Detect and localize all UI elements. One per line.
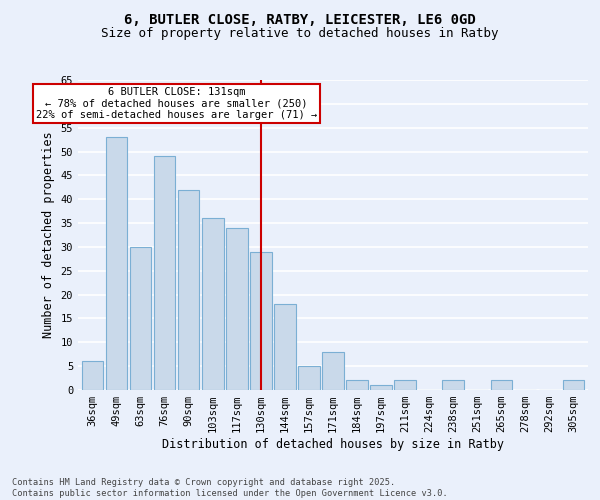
Bar [202, 218, 224, 390]
Bar [491, 380, 512, 390]
Bar [250, 252, 272, 390]
Bar [394, 380, 416, 390]
Text: Contains HM Land Registry data © Crown copyright and database right 2025.
Contai: Contains HM Land Registry data © Crown c… [12, 478, 448, 498]
Y-axis label: Number of detached properties: Number of detached properties [42, 132, 55, 338]
Text: Size of property relative to detached houses in Ratby: Size of property relative to detached ho… [101, 28, 499, 40]
Bar [106, 137, 127, 390]
Text: 6, BUTLER CLOSE, RATBY, LEICESTER, LE6 0GD: 6, BUTLER CLOSE, RATBY, LEICESTER, LE6 0… [124, 12, 476, 26]
Bar [563, 380, 584, 390]
Bar [346, 380, 368, 390]
Bar [82, 362, 103, 390]
Bar [274, 304, 296, 390]
Bar [154, 156, 175, 390]
Bar [178, 190, 199, 390]
Text: 6 BUTLER CLOSE: 131sqm
← 78% of detached houses are smaller (250)
22% of semi-de: 6 BUTLER CLOSE: 131sqm ← 78% of detached… [36, 87, 317, 120]
Bar [322, 352, 344, 390]
Bar [226, 228, 248, 390]
X-axis label: Distribution of detached houses by size in Ratby: Distribution of detached houses by size … [162, 438, 504, 451]
Bar [370, 385, 392, 390]
Bar [298, 366, 320, 390]
Bar [130, 247, 151, 390]
Bar [442, 380, 464, 390]
